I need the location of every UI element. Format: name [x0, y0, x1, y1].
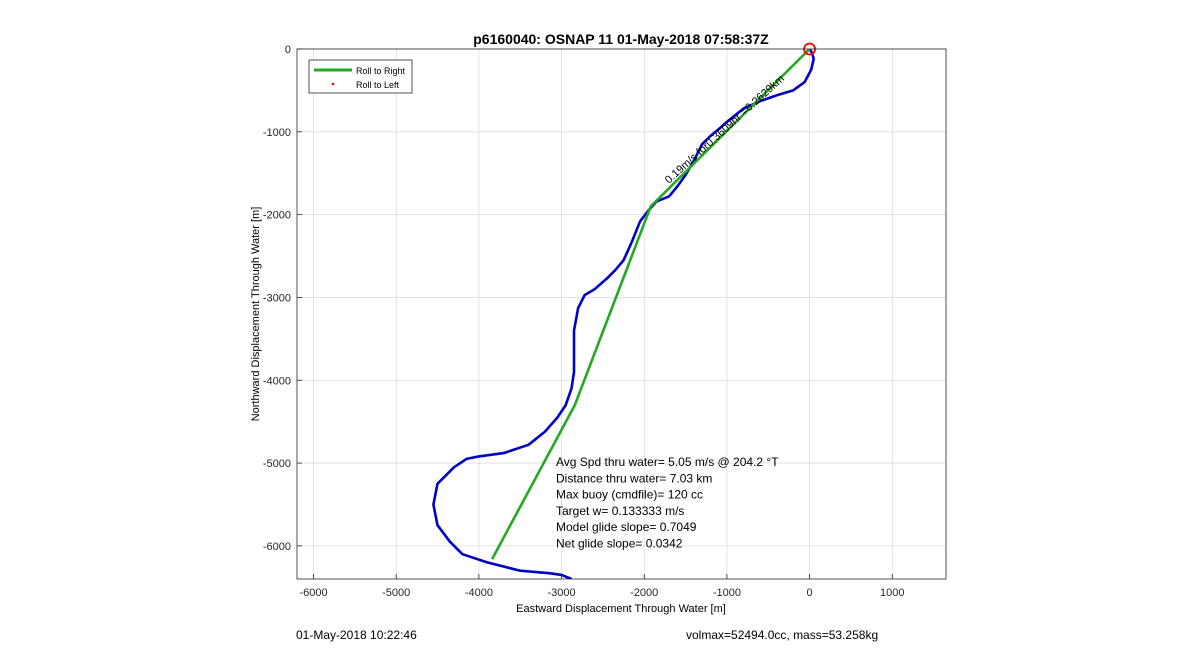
series-line-roll-to-right: [490, 49, 811, 560]
y-tick-label: -6000: [263, 541, 291, 553]
footer-vol-mass: volmax=52494.0cc, mass=53.258kg: [686, 628, 879, 642]
x-tick-label: -2000: [630, 587, 658, 599]
annotation-text: Target w= 0.133333 m/s: [556, 504, 684, 518]
x-tick-label: 0: [807, 587, 813, 599]
y-tick-label: -4000: [263, 375, 291, 387]
x-tick-label: -5000: [382, 587, 410, 599]
x-tick-label: -3000: [547, 587, 575, 599]
plot-area: [297, 49, 946, 579]
y-axis-label: Northward Displacement Through Water [m]: [250, 207, 262, 422]
y-tick-label: -1000: [263, 127, 291, 139]
x-tick-label: -1000: [713, 587, 741, 599]
y-tick-label: -2000: [263, 210, 291, 222]
x-axis-label: Eastward Displacement Through Water [m]: [516, 603, 726, 615]
annotation-text: Net glide slope= 0.0342: [556, 537, 683, 551]
plot-frame: [296, 48, 947, 580]
legend: Roll to Right Roll to Left: [308, 59, 413, 94]
annotation-text: Distance thru water= 7.03 km: [556, 471, 712, 485]
x-tick-label: -4000: [465, 587, 493, 599]
legend-label-roll-left: Roll to Left: [356, 80, 400, 90]
chart-title: p6160040: OSNAP 11 01-May-2018 07:58:37Z: [473, 31, 769, 47]
series-line-track: [432, 49, 816, 579]
legend-label-roll-right: Roll to Right: [356, 66, 406, 76]
y-tick-label: -3000: [263, 292, 291, 304]
y-tick-label: -5000: [263, 458, 291, 470]
ticks: -6000 -5000 -4000 -3000 -2000 -1000 0 1000 0 -100…: [263, 44, 905, 599]
x-tick-label: -6000: [299, 587, 327, 599]
annotation-text: Avg Spd thru water= 5.05 m/s @ 204.2 °T: [556, 455, 779, 469]
annotation-text: Model glide slope= 0.7049: [556, 520, 697, 534]
annotation-text: Max buoy (cmdfile)= 120 cc: [556, 488, 703, 502]
footer-timestamp: 01-May-2018 10:22:46: [296, 628, 417, 642]
legend-box: [308, 59, 413, 94]
x-tick-label: 1000: [880, 587, 904, 599]
legend-marker-roll-left: [331, 82, 335, 86]
y-tick-label: 0: [285, 44, 291, 56]
